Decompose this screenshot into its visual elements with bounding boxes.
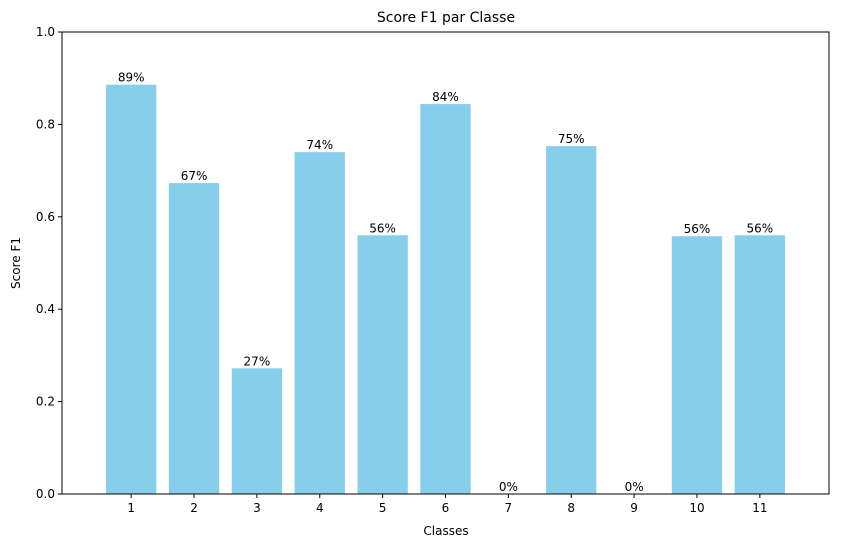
chart-title: Score F1 par Classe — [377, 10, 515, 26]
y-tick-label: 0.0 — [36, 487, 55, 501]
data-label-class-7: 0% — [499, 480, 518, 494]
x-tick-label: 10 — [689, 501, 704, 515]
x-tick-label: 2 — [190, 501, 198, 515]
data-label-class-6: 84% — [432, 90, 459, 104]
plot-area: 89% 1 67% 2 27% 3 74% 4 56% 5 84% 6 0% 7 75% 8 0% 9 56% 10 5… — [36, 25, 785, 515]
y-axis-label: Score F1 — [9, 237, 23, 289]
data-label-class-4: 74% — [306, 138, 333, 152]
bar-class-8 — [546, 146, 597, 494]
y-tick-label: 0.8 — [36, 117, 55, 131]
x-tick-label: 3 — [253, 501, 261, 515]
data-label-class-3: 27% — [244, 354, 271, 368]
data-label-class-10: 56% — [684, 222, 711, 236]
data-label-class-8: 75% — [558, 132, 585, 146]
x-tick-label: 5 — [379, 501, 387, 515]
data-label-class-1: 89% — [118, 71, 145, 85]
bar-class-10 — [671, 236, 723, 495]
bar-class-3 — [231, 368, 283, 494]
y-tick-label: 0.2 — [36, 395, 55, 409]
data-label-class-9: 0% — [625, 480, 644, 494]
data-label-class-5: 56% — [369, 221, 396, 235]
x-axis-label: Classes — [423, 524, 468, 538]
bar-class-6 — [420, 104, 471, 495]
x-tick-label: 9 — [630, 501, 638, 515]
x-tick-label: 1 — [127, 501, 135, 515]
plot-frame — [61, 31, 830, 495]
x-tick-label: 8 — [567, 501, 575, 515]
x-tick-label: 7 — [505, 501, 513, 515]
data-label-class-2: 67% — [181, 169, 208, 183]
bar-class-5 — [357, 235, 408, 494]
x-tick-label: 6 — [442, 501, 450, 515]
bar-class-2 — [168, 183, 220, 494]
y-tick-label: 0.4 — [36, 302, 55, 316]
bar-class-1 — [106, 84, 157, 494]
y-tick-label: 1.0 — [36, 25, 55, 39]
bar-class-4 — [294, 152, 345, 494]
y-tick-label: 0.6 — [36, 210, 55, 224]
x-tick-label: 4 — [316, 501, 324, 515]
bar-class-11 — [734, 235, 785, 494]
data-label-class-11: 56% — [747, 221, 774, 235]
x-tick-label: 11 — [752, 501, 767, 515]
